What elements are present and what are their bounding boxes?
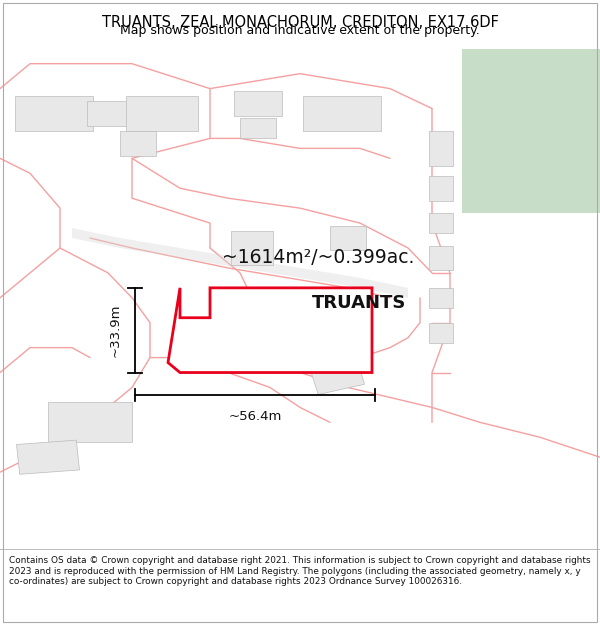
- Polygon shape: [234, 91, 282, 116]
- Polygon shape: [330, 226, 366, 251]
- Polygon shape: [429, 176, 453, 201]
- Polygon shape: [429, 322, 453, 342]
- Polygon shape: [240, 119, 276, 138]
- Polygon shape: [429, 288, 453, 308]
- Polygon shape: [462, 49, 600, 213]
- Polygon shape: [15, 96, 93, 131]
- Polygon shape: [168, 288, 372, 372]
- Text: ~1614m²/~0.399ac.: ~1614m²/~0.399ac.: [222, 249, 415, 268]
- Polygon shape: [429, 131, 453, 166]
- Text: TRUANTS, ZEAL MONACHORUM, CREDITON, EX17 6DF: TRUANTS, ZEAL MONACHORUM, CREDITON, EX17…: [101, 14, 499, 29]
- Polygon shape: [303, 96, 381, 131]
- Polygon shape: [126, 96, 198, 131]
- Polygon shape: [307, 351, 365, 394]
- Polygon shape: [231, 231, 273, 266]
- Text: ~33.9m: ~33.9m: [109, 304, 122, 357]
- Polygon shape: [429, 213, 453, 233]
- Text: Map shows position and indicative extent of the property.: Map shows position and indicative extent…: [120, 24, 480, 36]
- Polygon shape: [120, 131, 156, 156]
- Text: TRUANTS: TRUANTS: [312, 294, 406, 312]
- Polygon shape: [17, 440, 79, 474]
- Polygon shape: [72, 228, 408, 298]
- Polygon shape: [87, 101, 129, 126]
- Text: ~56.4m: ~56.4m: [229, 410, 281, 423]
- Polygon shape: [48, 402, 132, 442]
- Text: Contains OS data © Crown copyright and database right 2021. This information is : Contains OS data © Crown copyright and d…: [9, 556, 590, 586]
- Polygon shape: [429, 246, 453, 271]
